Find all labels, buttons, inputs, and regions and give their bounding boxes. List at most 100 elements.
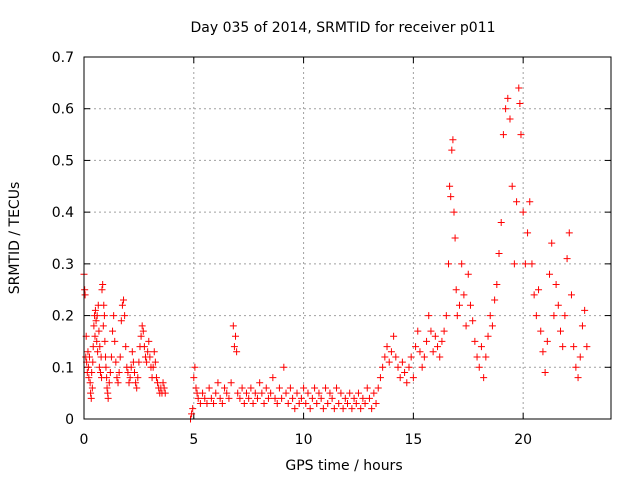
data-point (131, 368, 139, 376)
data-point (253, 394, 261, 402)
data-point (90, 322, 98, 330)
y-tick-label: 0.2 (52, 309, 74, 325)
data-point (116, 353, 124, 361)
data-point (101, 337, 109, 345)
data-point (138, 322, 146, 330)
data-point (425, 312, 433, 320)
data-point (576, 353, 584, 361)
data-point (144, 348, 152, 356)
data-point (282, 389, 290, 397)
data-point (469, 317, 477, 325)
data-point (258, 389, 266, 397)
data-point (89, 358, 97, 366)
data-point (269, 374, 277, 382)
data-point (110, 312, 118, 320)
data-point (563, 255, 571, 263)
data-point (427, 327, 435, 335)
data-point (383, 343, 391, 351)
data-point (348, 405, 356, 413)
x-tick-label: 5 (189, 432, 198, 448)
data-point (236, 394, 244, 402)
data-point (189, 405, 197, 413)
data-point (495, 250, 503, 258)
data-point (407, 353, 415, 361)
data-point (398, 358, 406, 366)
data-point (306, 405, 314, 413)
data-point (554, 301, 562, 309)
data-point (146, 353, 154, 361)
data-point (216, 394, 224, 402)
data-point (346, 389, 354, 397)
data-point (302, 399, 310, 407)
data-point (409, 374, 417, 382)
data-point (118, 301, 126, 309)
data-point (330, 405, 338, 413)
data-point (227, 379, 235, 387)
data-point (313, 399, 321, 407)
data-point (462, 322, 470, 330)
data-point (91, 306, 99, 314)
data-point (455, 301, 463, 309)
data-point (390, 332, 398, 340)
data-point (280, 363, 288, 371)
data-point (286, 384, 294, 392)
data-point (300, 384, 308, 392)
data-point (319, 405, 327, 413)
data-point (249, 399, 257, 407)
data-point (95, 327, 103, 335)
data-point (510, 260, 518, 268)
data-point (379, 363, 387, 371)
data-point (109, 327, 117, 335)
data-point (365, 394, 373, 402)
data-point (135, 358, 143, 366)
data-point (232, 332, 240, 340)
data-point (548, 239, 556, 247)
data-point (247, 384, 255, 392)
data-point (124, 368, 132, 376)
x-tick-label: 10 (295, 432, 313, 448)
data-point (293, 389, 301, 397)
data-point (392, 353, 400, 361)
data-point (357, 405, 365, 413)
data-point (267, 389, 275, 397)
data-point (160, 384, 168, 392)
data-point (333, 384, 341, 392)
data-point (361, 399, 369, 407)
y-tick-label: 0.6 (52, 102, 74, 118)
data-point (561, 312, 569, 320)
data-point (337, 389, 345, 397)
data-point (94, 348, 102, 356)
data-point (322, 384, 330, 392)
data-point (132, 379, 140, 387)
data-point (477, 343, 485, 351)
data-point (516, 100, 524, 108)
data-point (111, 337, 119, 345)
data-point (87, 389, 95, 397)
chart-title: Day 035 of 2014, SRMTID for receiver p01… (190, 20, 495, 36)
data-point (453, 312, 461, 320)
y-axis-label: SRMTID / TECUs (7, 182, 23, 295)
data-point (271, 394, 279, 402)
data-point (103, 384, 111, 392)
data-point (504, 94, 512, 102)
plot-frame (83, 56, 612, 420)
data-point (133, 384, 141, 392)
data-point (359, 394, 367, 402)
data-point (88, 368, 96, 376)
data-point (151, 358, 159, 366)
data-point (233, 348, 241, 356)
data-point (535, 286, 543, 294)
data-point (210, 399, 218, 407)
data-point (113, 374, 121, 382)
x-axis-label: GPS time / hours (285, 458, 402, 474)
axis-ticks (83, 56, 611, 420)
data-point (150, 348, 158, 356)
data-point (350, 394, 358, 402)
data-point (152, 374, 160, 382)
x-tick-label: 15 (404, 432, 422, 448)
data-point (581, 306, 589, 314)
data-point (89, 343, 97, 351)
data-point (196, 399, 204, 407)
data-point (450, 208, 458, 216)
data-point (493, 281, 501, 289)
